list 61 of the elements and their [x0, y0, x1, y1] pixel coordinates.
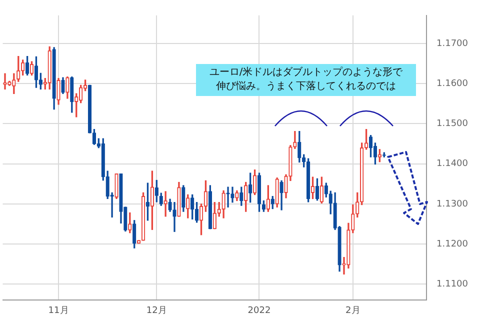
candlestick: [92, 128, 96, 145]
y-tick-label: 1.1300: [436, 199, 468, 210]
candlestick: [222, 190, 226, 218]
candlestick: [132, 220, 136, 248]
candlestick: [25, 56, 30, 76]
candlestick: [8, 80, 12, 86]
candlestick: [360, 142, 364, 206]
y-tick-label: 1.1700: [436, 38, 468, 49]
candlestick: [78, 84, 83, 104]
candlestick: [88, 84, 92, 134]
candlestick: [293, 130, 297, 149]
candlestick: [177, 182, 181, 217]
y-tick-label: 1.1500: [436, 119, 468, 130]
candlestick: [208, 185, 212, 230]
candlestick: [275, 178, 279, 208]
x-tick-label: 2022: [248, 306, 271, 316]
candlestick: [136, 240, 141, 244]
candlestick: [226, 186, 230, 208]
candlestick: [346, 222, 350, 268]
candlestick: [128, 212, 132, 234]
candlestick: [70, 76, 74, 113]
candlestick: [262, 200, 266, 212]
candlestick: [61, 77, 65, 94]
candlestick: [244, 182, 248, 212]
candlestick: [270, 196, 274, 210]
candlestick: [114, 174, 118, 200]
candlestick: [56, 78, 60, 105]
candlestick: [235, 190, 239, 202]
candlestick: [168, 198, 172, 212]
annotation: ユーロ/米ドルはダブルトップのような形で: [208, 66, 404, 80]
y-tick-label: 1.1600: [436, 78, 468, 89]
candlestick: [230, 186, 234, 203]
candlestick: [356, 192, 360, 218]
y-tick-label: 1.1400: [436, 159, 468, 170]
candlestick: [66, 76, 70, 99]
candlestick: [141, 192, 146, 241]
candlestick: [159, 192, 163, 206]
x-tick-label: 12月: [146, 306, 167, 316]
annotation: 伸び悩み。うまく下落してくれるのでは: [215, 80, 397, 94]
candlestick: [52, 47, 56, 110]
candlestick: [172, 202, 176, 232]
candlestick: [38, 72, 43, 90]
x-tick-label: 11月: [48, 306, 69, 316]
candlestick: [306, 158, 310, 202]
candlestick: [368, 135, 373, 158]
y-tick-label: 1.1200: [436, 239, 468, 250]
candlestick: [186, 194, 190, 218]
candlestick: [190, 194, 194, 220]
candlestick: [320, 176, 324, 204]
candlestick: [182, 185, 186, 212]
candlestick: [164, 191, 168, 217]
candlestick: [48, 46, 52, 90]
candlestick: [351, 204, 355, 234]
candlestick: [3, 73, 7, 90]
candlestick: [30, 61, 34, 76]
candlestick: [252, 170, 257, 196]
candlestick: [257, 172, 262, 212]
x-tick-label: 2月: [346, 306, 360, 316]
candlestick: [12, 73, 16, 94]
y-tick-label: 1.1100: [436, 280, 468, 290]
candlestick: [34, 56, 38, 88]
